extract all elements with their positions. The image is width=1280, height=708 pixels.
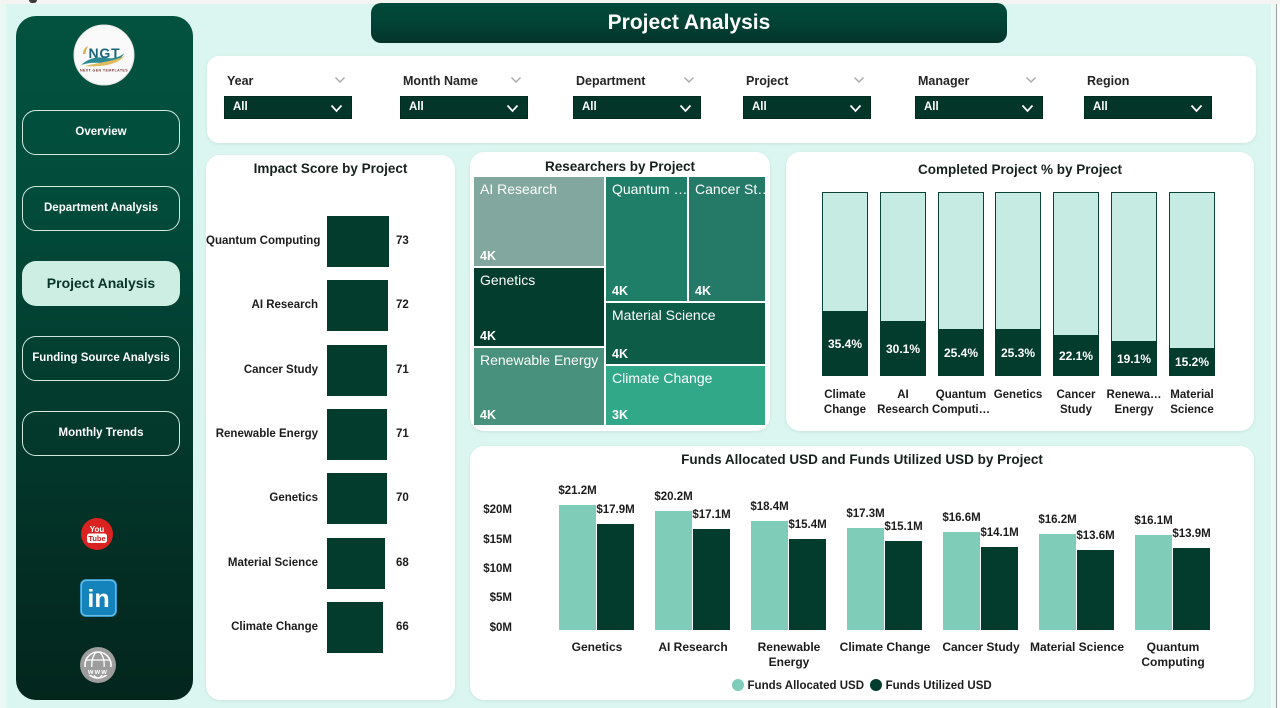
svg-text:NEXT GEN TEMPLATES: NEXT GEN TEMPLATES: [80, 69, 128, 73]
svg-text:in: in: [87, 585, 109, 613]
svg-text:NGT: NGT: [89, 45, 121, 61]
svg-text:www: www: [87, 669, 108, 676]
svg-text:You: You: [90, 525, 105, 534]
svg-text:Tube: Tube: [88, 534, 105, 543]
